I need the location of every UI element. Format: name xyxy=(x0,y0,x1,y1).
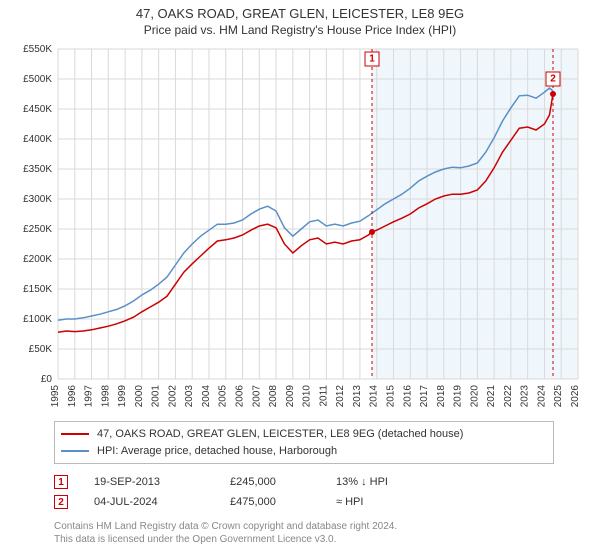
y-tick-label: £400K xyxy=(23,134,52,145)
legend-row: 47, OAKS ROAD, GREAT GLEN, LEICESTER, LE… xyxy=(61,426,547,443)
x-tick-label: 2016 xyxy=(402,385,413,408)
event-badge: 2 xyxy=(54,495,68,509)
x-tick-label: 2014 xyxy=(369,385,380,408)
title-address: 47, OAKS ROAD, GREAT GLEN, LEICESTER, LE… xyxy=(0,6,600,21)
legend: 47, OAKS ROAD, GREAT GLEN, LEICESTER, LE… xyxy=(54,421,554,464)
title-subtitle: Price paid vs. HM Land Registry's House … xyxy=(0,21,600,37)
legend-label: HPI: Average price, detached house, Harb… xyxy=(97,443,337,460)
x-tick-label: 2026 xyxy=(570,385,581,408)
marker-dot xyxy=(550,91,556,97)
x-tick-label: 1998 xyxy=(100,385,111,408)
x-tick-label: 2021 xyxy=(486,385,497,408)
y-tick-label: £100K xyxy=(23,314,52,325)
x-tick-label: 2018 xyxy=(436,385,447,408)
x-tick-label: 2009 xyxy=(285,385,296,408)
x-tick-label: 1996 xyxy=(67,385,78,408)
x-tick-label: 1997 xyxy=(84,385,95,408)
y-tick-label: £150K xyxy=(23,284,52,295)
legend-row: HPI: Average price, detached house, Harb… xyxy=(61,443,547,460)
x-tick-label: 2010 xyxy=(302,385,313,408)
y-tick-label: £500K xyxy=(23,74,52,85)
x-tick-label: 2000 xyxy=(134,385,145,408)
x-tick-label: 2022 xyxy=(503,385,514,408)
x-tick-label: 2020 xyxy=(469,385,480,408)
x-tick-label: 2004 xyxy=(201,385,212,408)
event-date: 04-JUL-2024 xyxy=(94,496,204,508)
x-tick-label: 2019 xyxy=(453,385,464,408)
x-tick-label: 2017 xyxy=(419,385,430,408)
x-tick-label: 2012 xyxy=(335,385,346,408)
x-tick-label: 2003 xyxy=(184,385,195,408)
event-row: 1 19-SEP-2013 £245,000 13% ↓ HPI xyxy=(54,472,554,492)
y-tick-label: £50K xyxy=(29,344,53,355)
x-tick-label: 2011 xyxy=(318,385,329,407)
marker-dot xyxy=(369,229,375,235)
x-tick-label: 2025 xyxy=(553,385,564,408)
price-chart: £0 £50K £100K £150K £200K £250K £300K £350K £400… xyxy=(10,43,590,413)
y-tick-label: £200K xyxy=(23,254,52,265)
footer-line-2: This data is licensed under the Open Gov… xyxy=(54,533,554,546)
x-tick-label: 2013 xyxy=(352,385,363,408)
chart-container: £0 £50K £100K £150K £200K £250K £300K £350K £400… xyxy=(10,43,590,413)
y-tick-label: £250K xyxy=(23,224,52,235)
x-tick-label: 2007 xyxy=(251,385,262,408)
legend-label: 47, OAKS ROAD, GREAT GLEN, LEICESTER, LE… xyxy=(97,426,463,443)
x-tick-label: 1999 xyxy=(117,385,128,408)
y-tick-label: £0 xyxy=(41,374,53,385)
event-price: £475,000 xyxy=(230,496,310,508)
x-tick-label: 2008 xyxy=(268,385,279,408)
x-tick-label: 2001 xyxy=(151,385,162,408)
x-tick-label: 2006 xyxy=(235,385,246,408)
x-tick-label: 2005 xyxy=(218,385,229,408)
event-delta: ≈ HPI xyxy=(336,496,426,508)
event-delta: 13% ↓ HPI xyxy=(336,476,426,488)
x-tick-label: 2015 xyxy=(385,385,396,408)
x-tick-label: 2023 xyxy=(520,385,531,408)
event-table: 1 19-SEP-2013 £245,000 13% ↓ HPI 2 04-JUL-202… xyxy=(54,472,554,512)
chart-shade xyxy=(372,49,578,379)
event-price: £245,000 xyxy=(230,476,310,488)
y-tick-label: £300K xyxy=(23,194,52,205)
x-tick-label: 1995 xyxy=(50,385,61,408)
marker-number: 2 xyxy=(550,74,556,85)
x-tick-label: 2024 xyxy=(536,385,547,408)
footer-line-1: Contains HM Land Registry data © Crown c… xyxy=(54,520,554,533)
event-date: 19-SEP-2013 xyxy=(94,476,204,488)
event-row: 2 04-JUL-2024 £475,000 ≈ HPI xyxy=(54,492,554,512)
legend-swatch xyxy=(61,450,89,452)
y-tick-label: £550K xyxy=(23,44,52,55)
footer-attribution: Contains HM Land Registry data © Crown c… xyxy=(54,520,554,546)
legend-swatch xyxy=(61,433,89,435)
event-badge: 1 xyxy=(54,475,68,489)
y-tick-label: £450K xyxy=(23,104,52,115)
marker-number: 1 xyxy=(369,54,375,65)
y-tick-label: £350K xyxy=(23,164,52,175)
x-tick-label: 2002 xyxy=(167,385,178,408)
